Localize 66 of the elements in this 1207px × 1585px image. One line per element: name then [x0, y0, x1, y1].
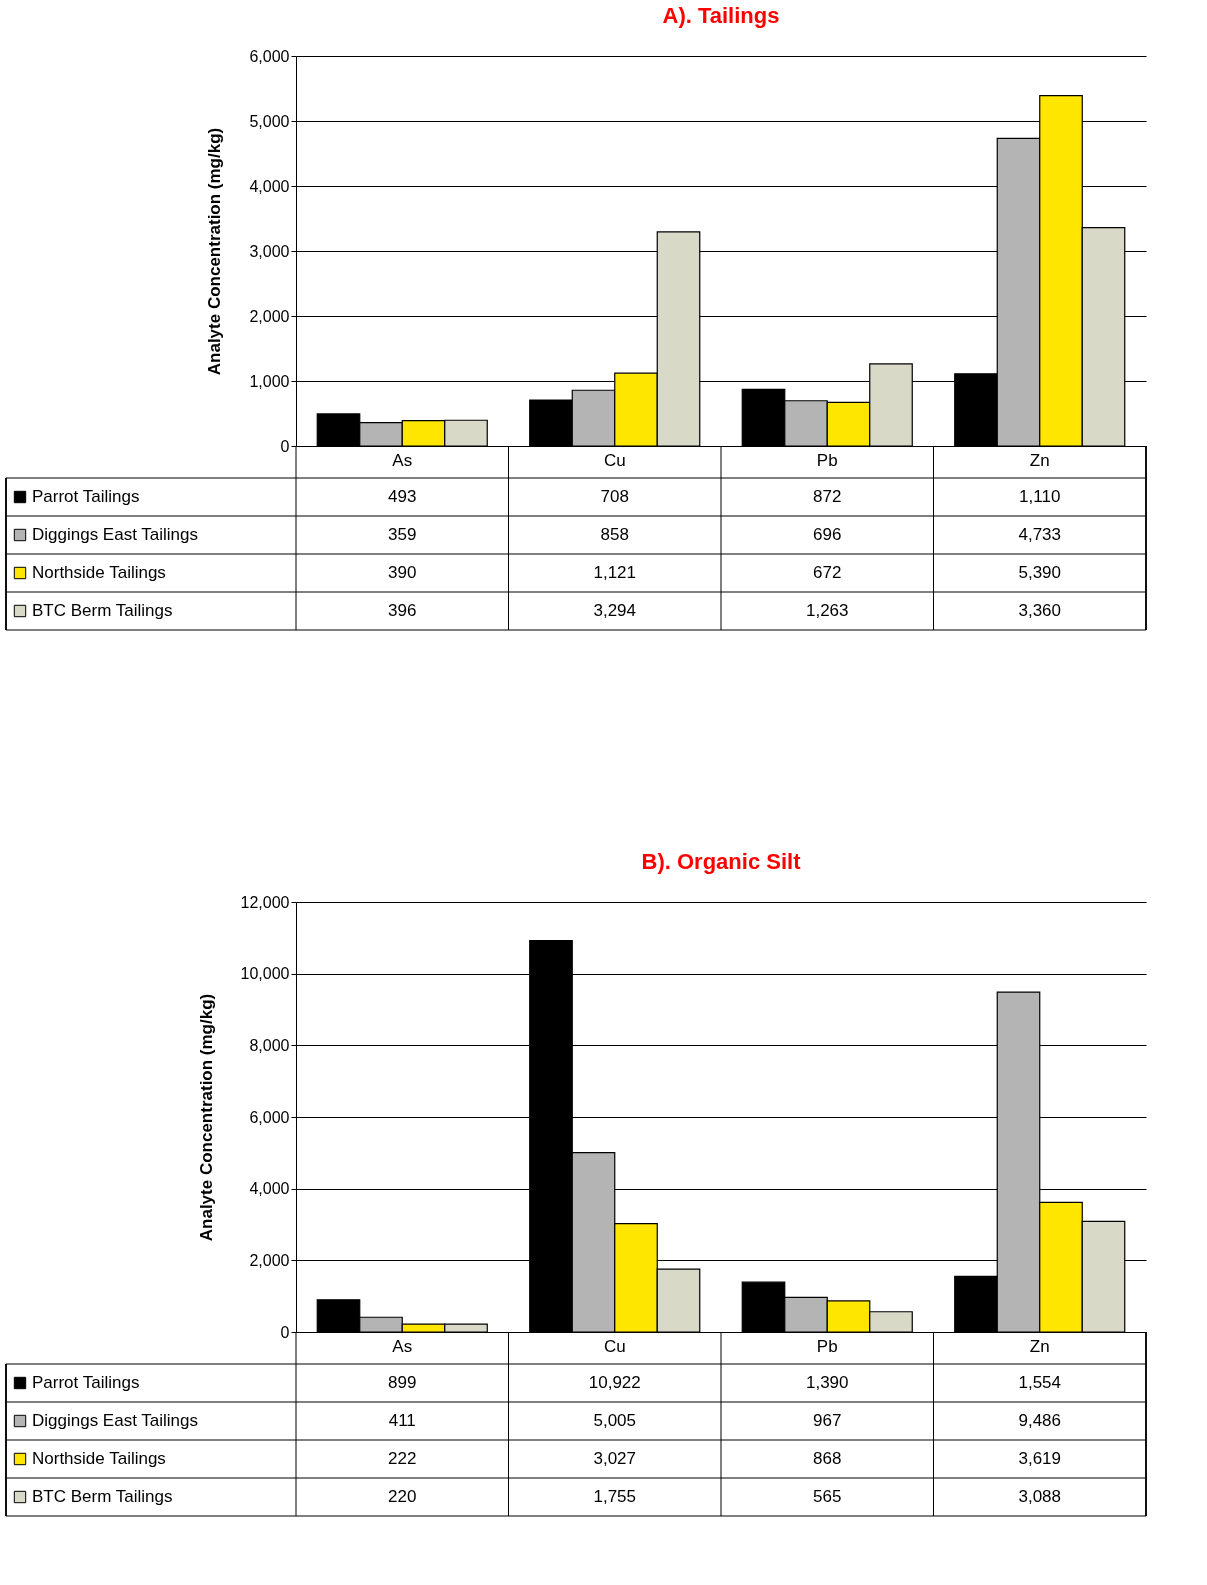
data-label: 10,922 — [588, 1373, 641, 1392]
x-tick-label: As — [392, 450, 413, 470]
y-tick-label: 8,000 — [249, 1036, 290, 1054]
data-label: 967 — [813, 1411, 842, 1430]
y-tick-label: 3,000 — [249, 242, 290, 260]
y-tick-label: 5,000 — [249, 112, 290, 130]
legend-label: BTC Berm Tailings — [32, 1487, 173, 1506]
data-label: 1,554 — [1018, 1373, 1062, 1392]
data-label: 396 — [388, 601, 417, 620]
x-tick-label: As — [392, 1336, 413, 1356]
y-tick-label: 6,000 — [249, 47, 290, 65]
x-tick-label: Pb — [816, 450, 838, 470]
data-label: 3,360 — [1018, 601, 1062, 620]
x-tick-label: Zn — [1029, 1336, 1050, 1356]
y-tick-label: 0 — [280, 1323, 290, 1341]
data-label: 493 — [388, 487, 417, 506]
data-label: 411 — [388, 1411, 416, 1430]
data-label: 708 — [600, 487, 629, 506]
data-label: 872 — [813, 487, 842, 506]
y-tick-label: 1,000 — [249, 372, 290, 390]
x-tick-label: Zn — [1029, 450, 1050, 470]
legend-label: Northside Tailings — [32, 563, 166, 582]
data-label: 3,027 — [593, 1449, 637, 1468]
data-label: 1,121 — [593, 563, 637, 582]
y-tick-label: 2,000 — [249, 307, 290, 325]
data-label: 1,390 — [805, 1373, 849, 1392]
data-label: 9,486 — [1018, 1411, 1062, 1430]
data-label: 899 — [388, 1373, 417, 1392]
data-label: 5,005 — [593, 1411, 637, 1430]
data-label: 672 — [813, 563, 842, 582]
data-label: 5,390 — [1018, 563, 1062, 582]
data-label: 858 — [600, 525, 629, 544]
y-tick-label: 6,000 — [249, 1108, 290, 1126]
data-label: 222 — [388, 1449, 417, 1468]
chart-title: B). Organic Silt — [641, 849, 802, 874]
y-tick-label: 10,000 — [240, 965, 290, 983]
x-tick-label: Pb — [816, 1336, 838, 1356]
y-tick-label: 4,000 — [249, 177, 290, 195]
legend-label: Parrot Tailings — [32, 1373, 140, 1392]
data-label: 1,110 — [1019, 487, 1061, 506]
data-label: 3,088 — [1018, 1487, 1062, 1506]
y-tick-label: 2,000 — [249, 1251, 290, 1269]
y-axis-title: Analyte Concentration (mg/kg) — [196, 993, 216, 1242]
legend-label: Diggings East Tailings — [32, 1411, 198, 1430]
data-label: 696 — [813, 525, 842, 544]
data-label: 1,263 — [805, 601, 849, 620]
x-tick-label: Cu — [603, 1336, 626, 1356]
data-label: 1,755 — [593, 1487, 637, 1506]
legend-label: BTC Berm Tailings — [32, 601, 173, 620]
data-label: 565 — [813, 1487, 842, 1506]
data-label: 4,733 — [1018, 525, 1062, 544]
data-label: 359 — [388, 525, 417, 544]
y-tick-label: 12,000 — [240, 893, 290, 911]
data-label: 220 — [388, 1487, 417, 1506]
legend-label: Northside Tailings — [32, 1449, 166, 1468]
data-label: 390 — [388, 563, 417, 582]
legend-label: Parrot Tailings — [32, 487, 140, 506]
y-tick-label: 4,000 — [249, 1180, 290, 1198]
legend-label: Diggings East Tailings — [32, 525, 198, 544]
data-label: 3,619 — [1018, 1449, 1062, 1468]
y-axis-title: Analyte Concentration (mg/kg) — [205, 127, 225, 376]
data-label: 868 — [813, 1449, 842, 1468]
x-tick-label: Cu — [603, 450, 626, 470]
data-label: 3,294 — [593, 601, 637, 620]
chart-title: A). Tailings — [662, 3, 780, 28]
y-tick-label: 0 — [280, 437, 290, 455]
